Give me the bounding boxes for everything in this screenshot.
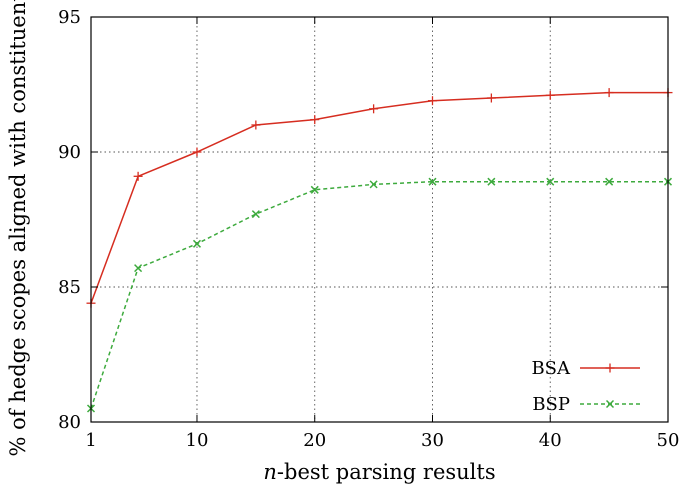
series-line-bsp (90, 180, 668, 409)
legend-item-bsp: BSP (532, 394, 640, 415)
y-tick-label: 90 (58, 142, 81, 163)
legend-item-bsa: BSA (531, 358, 640, 379)
x-tick-label: 40 (539, 430, 562, 451)
y-tick-label: 95 (58, 7, 81, 28)
x-axis-title: n-best parsing results (263, 460, 495, 484)
x-tick-label: 50 (657, 430, 680, 451)
legend-marker-bsa (605, 363, 615, 373)
legend-marker-bsp (605, 399, 615, 409)
legend: BSA BSP (531, 358, 640, 415)
data-point-bsa (251, 120, 261, 130)
data-point-bsp (192, 239, 202, 248)
x-axis-title-rest: -best parsing results (277, 460, 496, 484)
data-point-bsa (369, 104, 379, 114)
data-point-bsp (487, 177, 496, 186)
data-point-bsa (133, 171, 143, 181)
data-point-bsa (604, 88, 614, 98)
x-tick-label: 20 (303, 430, 326, 451)
x-tick-label: 30 (421, 430, 444, 451)
legend-label-bsp: BSP (532, 394, 570, 415)
plot-frame (90, 16, 669, 423)
data-point-bsp (310, 185, 319, 194)
x-tick-label: 1 (85, 430, 96, 451)
series-bsp (86, 177, 673, 413)
data-point-bsa (545, 90, 555, 100)
series-bsa (86, 88, 673, 308)
x-axis-title-italic: n (263, 460, 277, 484)
tick-labels: 1 10 20 30 40 50 80 85 90 95 (58, 7, 679, 451)
data-point-bsp (251, 210, 260, 219)
data-point-bsp (134, 264, 143, 273)
data-point-bsa (192, 147, 202, 157)
data-point-bsp (428, 177, 437, 186)
data-point-bsp (546, 177, 555, 186)
series-line-bsa (90, 91, 668, 304)
y-tick-label: 85 (58, 277, 81, 298)
data-point-bsa (427, 96, 437, 106)
data-point-bsp (605, 177, 614, 186)
y-axis-title: % of hedge scopes aligned with constitue… (6, 0, 30, 456)
data-point-bsa (310, 115, 320, 125)
data-point-bsa (486, 93, 496, 103)
legend-label-bsa: BSA (531, 358, 571, 379)
data-point-bsp (369, 180, 378, 189)
tick-marks (90, 16, 669, 423)
x-tick-label: 10 (186, 430, 209, 451)
series-layer (86, 88, 673, 413)
y-tick-label: 80 (58, 412, 81, 433)
grid-lines (91, 17, 668, 422)
